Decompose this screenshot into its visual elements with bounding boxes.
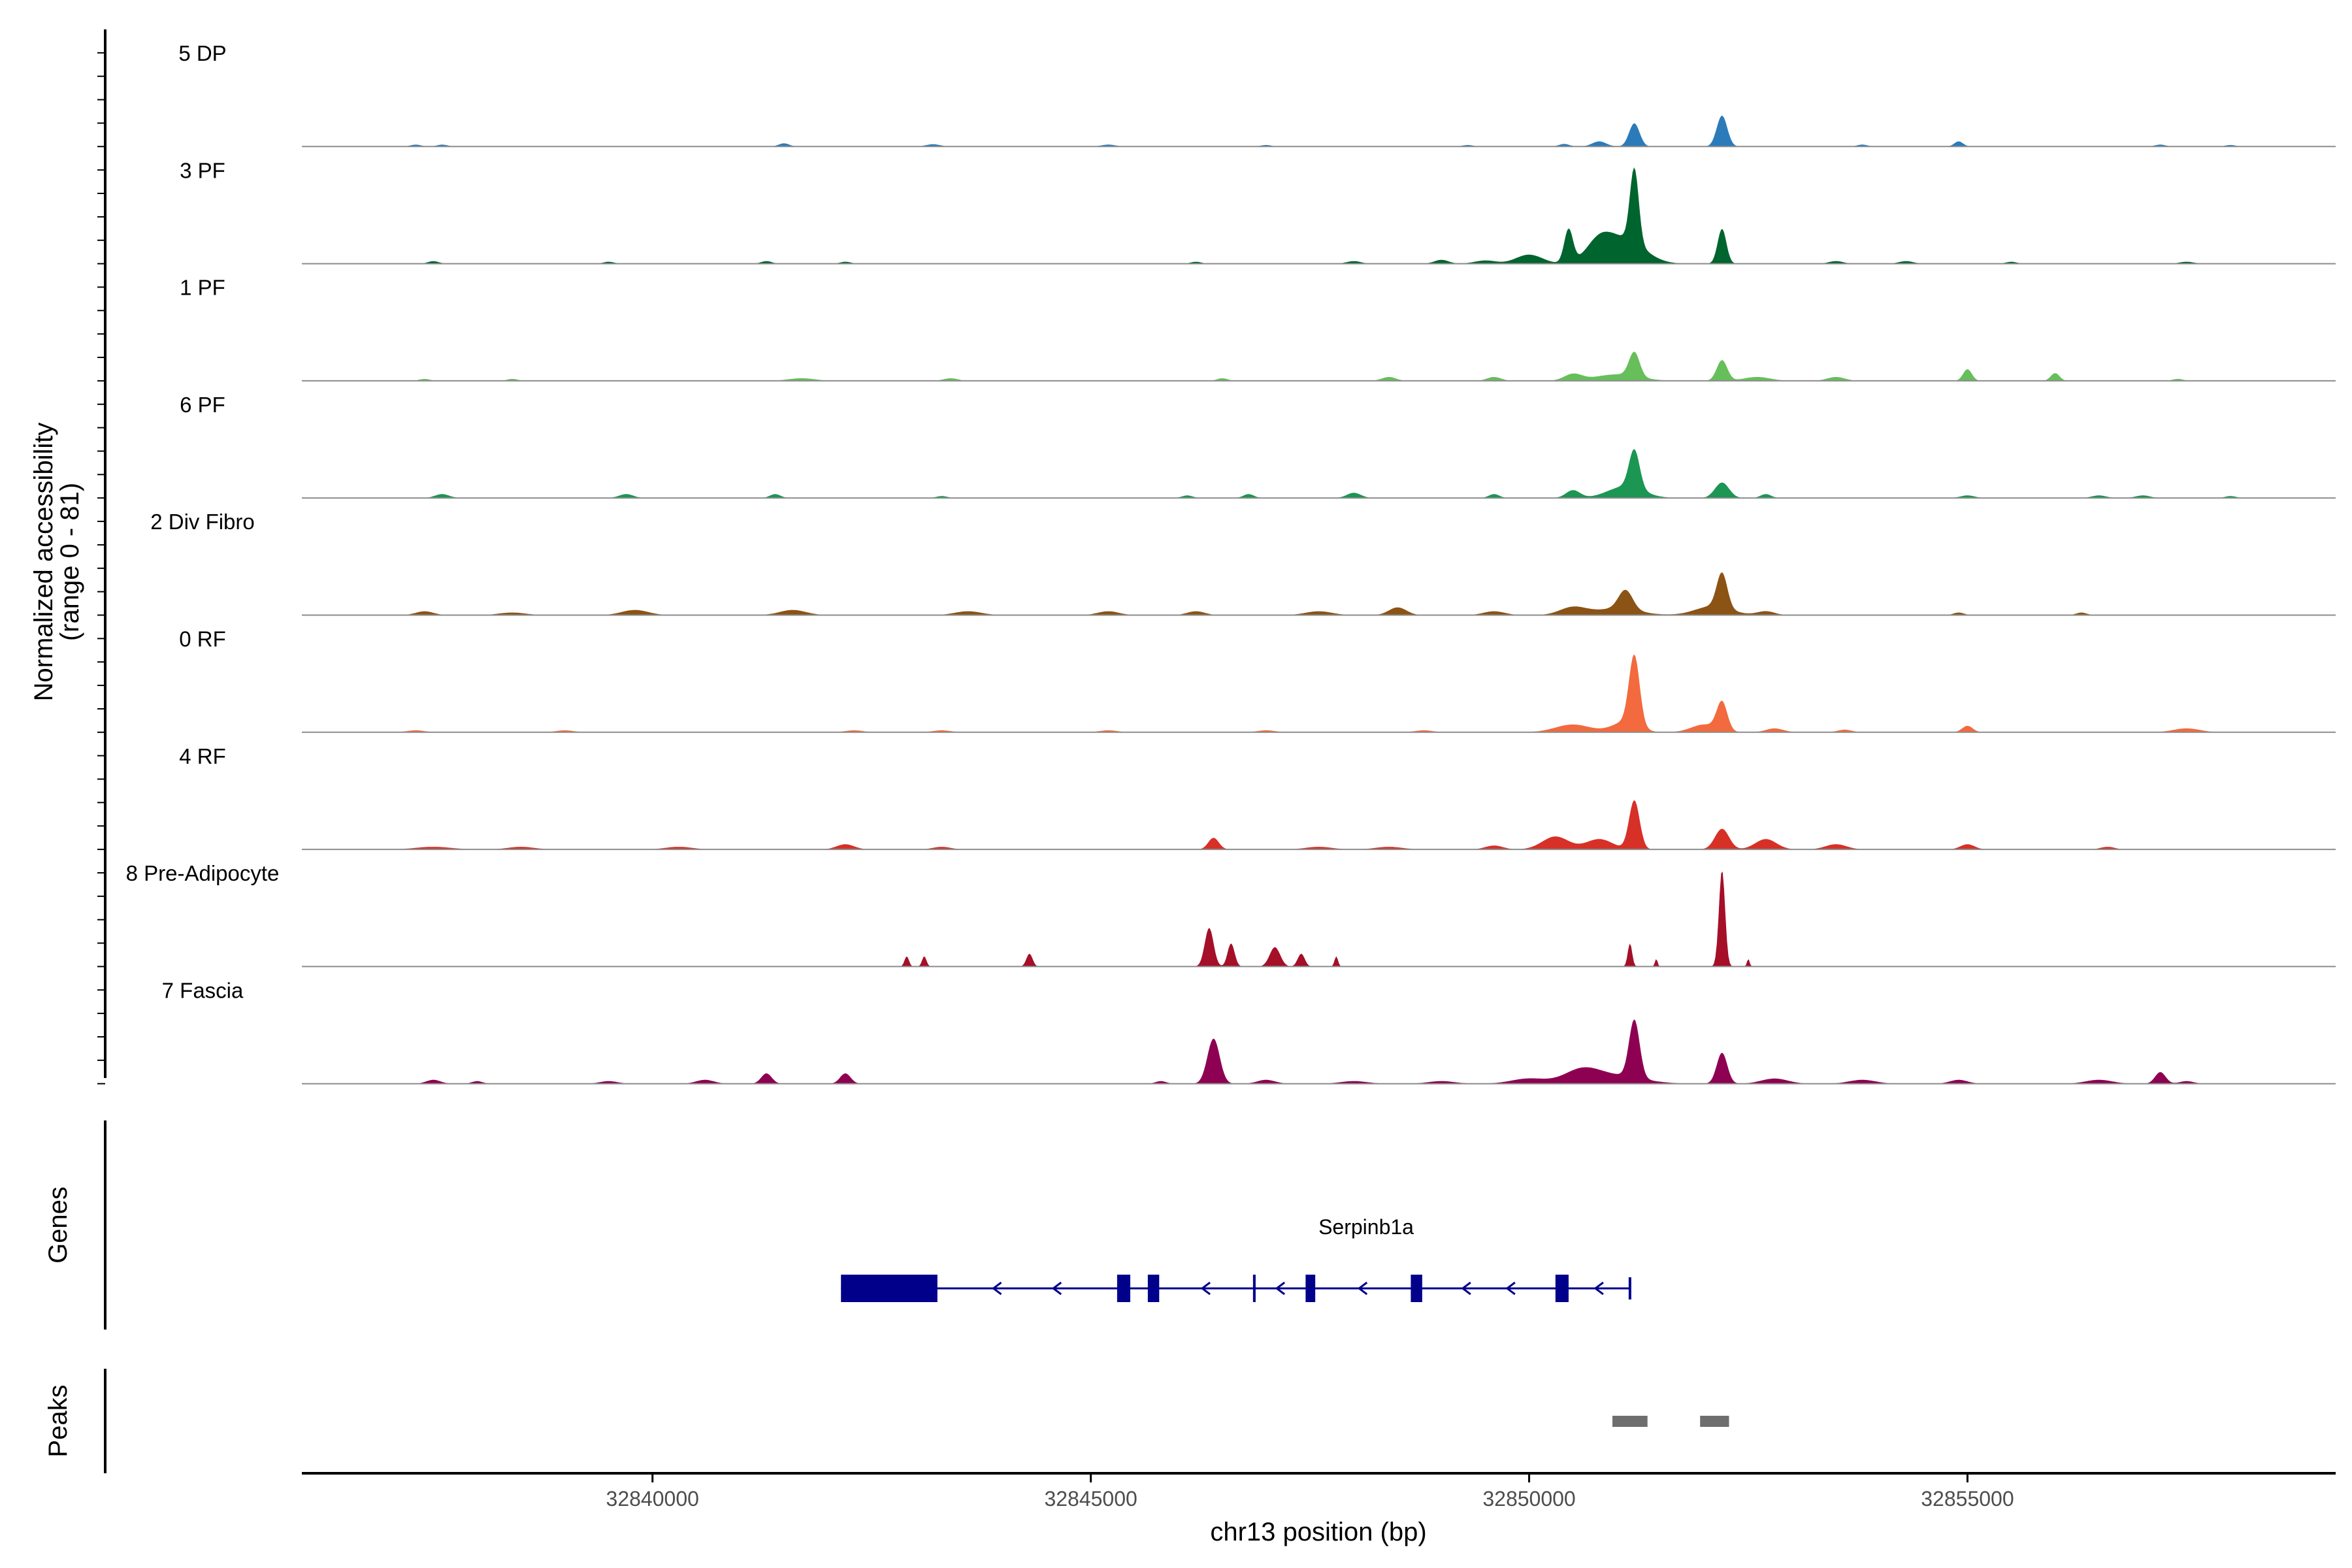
x-axis-title: chr13 position (bp) bbox=[1210, 1518, 1426, 1546]
track-label: 5 DP bbox=[178, 41, 226, 65]
coverage-area bbox=[302, 116, 2336, 147]
track-label: 7 Fascia bbox=[162, 978, 244, 1002]
x-tick-label: 32845000 bbox=[1044, 1487, 1137, 1511]
x-tick-label: 32855000 bbox=[1921, 1487, 2014, 1511]
peaks-track bbox=[1612, 1416, 1729, 1427]
track-label: 3 PF bbox=[180, 158, 225, 182]
track-label: 1 PF bbox=[180, 276, 225, 300]
coverage-area bbox=[302, 654, 2336, 732]
track-label: 8 Pre-Adipocyte bbox=[126, 861, 280, 885]
strand-chevron bbox=[1461, 1281, 1471, 1296]
track-3: 1 PF bbox=[180, 276, 2336, 382]
gene-name: Serpinb1a bbox=[1318, 1215, 1414, 1239]
gene-exon bbox=[1117, 1275, 1131, 1302]
x-tick-label: 32850000 bbox=[1482, 1487, 1575, 1511]
track-label: 0 RF bbox=[179, 627, 226, 651]
coverage-area bbox=[302, 449, 2336, 498]
peak-region bbox=[1612, 1416, 1648, 1427]
peaks-panel-label: Peaks bbox=[44, 1384, 73, 1457]
coverage-area bbox=[302, 1019, 2336, 1084]
track-5: 2 Div Fibro bbox=[150, 510, 2336, 616]
track-6: 0 RF bbox=[179, 627, 2336, 733]
coverage-tracks: 5 DP 3 PF 1 PF 6 PF 2 Div Fibro 0 RF 4 RF 8 Pre… bbox=[126, 41, 2336, 1085]
coverage-area bbox=[302, 800, 2336, 850]
gene-exon bbox=[1305, 1275, 1316, 1302]
gene-exon bbox=[1411, 1275, 1422, 1302]
y-axis-title: Normalized accessibility bbox=[29, 423, 58, 702]
strand-chevron bbox=[1505, 1281, 1516, 1296]
gene-utr bbox=[841, 1275, 938, 1302]
strand-chevron bbox=[1593, 1281, 1604, 1296]
track-label: 4 RF bbox=[179, 744, 226, 768]
strand-chevron bbox=[1275, 1281, 1286, 1296]
strand-chevron bbox=[1357, 1281, 1368, 1296]
track-7: 4 RF bbox=[179, 744, 2336, 851]
track-label: 6 PF bbox=[180, 393, 225, 417]
peak-region bbox=[1700, 1416, 1729, 1427]
coverage-area bbox=[302, 872, 2336, 967]
x-tick-label: 32840000 bbox=[606, 1487, 699, 1511]
coverage-area bbox=[302, 167, 2336, 264]
track-label: 2 Div Fibro bbox=[150, 510, 255, 534]
track-1: 5 DP bbox=[178, 41, 2336, 148]
coverage-y-ticks bbox=[97, 52, 105, 1085]
x-axis-ticks: 32840000 32845000 32850000 32855000 bbox=[606, 1473, 2014, 1511]
strand-chevron bbox=[1200, 1281, 1211, 1296]
y-axis-range: (range 0 - 81) bbox=[56, 483, 84, 641]
gene-exon bbox=[1555, 1275, 1569, 1302]
track-2: 3 PF bbox=[180, 158, 2336, 265]
track-8: 8 Pre-Adipocyte bbox=[126, 861, 2336, 968]
genes-track: Serpinb1a bbox=[841, 1215, 1631, 1302]
coverage-area bbox=[302, 351, 2336, 381]
coverage-area bbox=[302, 572, 2336, 615]
track-4: 6 PF bbox=[180, 393, 2336, 499]
gene-model: Serpinb1a bbox=[841, 1215, 1631, 1302]
gene-exon bbox=[1147, 1275, 1160, 1302]
strand-chevron bbox=[1051, 1281, 1062, 1296]
gene-exon bbox=[1252, 1275, 1256, 1302]
strand-chevron bbox=[992, 1281, 1002, 1296]
track-9: 7 Fascia bbox=[162, 978, 2336, 1085]
genes-panel-label: Genes bbox=[44, 1186, 73, 1264]
